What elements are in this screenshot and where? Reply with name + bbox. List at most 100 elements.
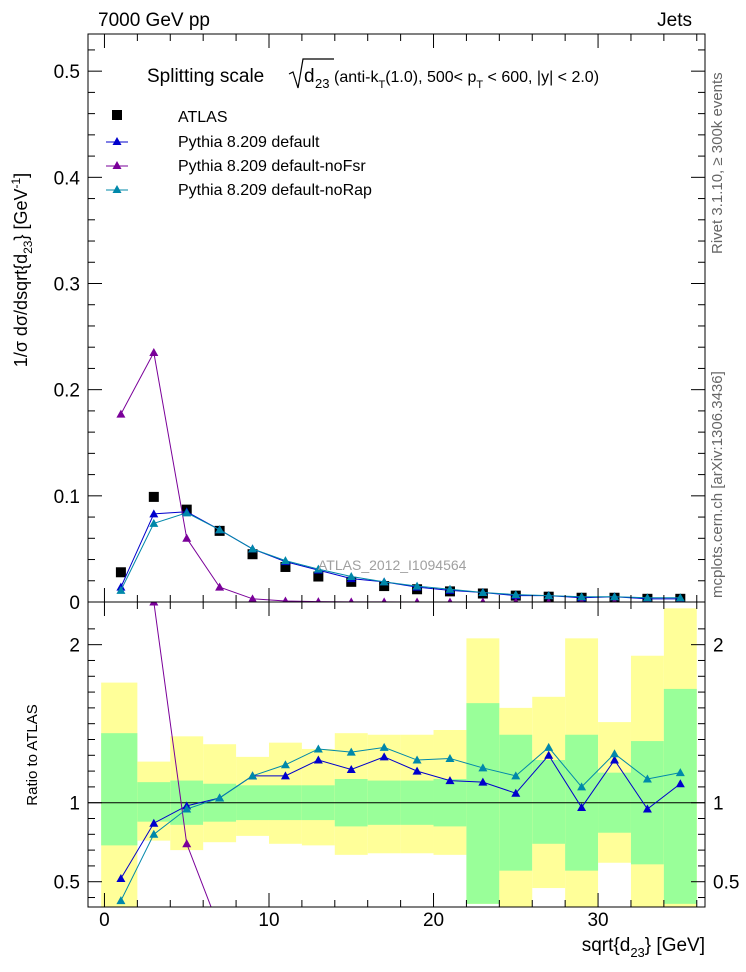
point-pythia-8-209-default-nofsr-1	[149, 348, 159, 357]
point-pythia-8-209-default-norap-13	[544, 591, 554, 600]
ratio-line-pythia-8-209-default-norap	[120, 746, 681, 901]
ratio-point-pythia-8-209-default-norap-6	[313, 744, 323, 753]
point-pythia-8-209-default-nofsr-7	[348, 597, 354, 602]
legend-marker-nofsr	[112, 161, 122, 169]
point-pythia-8-209-default-nofsr-2	[182, 533, 192, 542]
legend-marker-atlas	[112, 110, 122, 120]
point-pythia-8-209-default-nofsr-11	[480, 597, 486, 602]
legend-marker-norap	[112, 185, 122, 193]
ratio-ytick-label-2: 2	[69, 636, 80, 657]
ratio-xtick-label-3: 30	[587, 910, 608, 931]
mcplots-label: mcplots.cern.ch [arXiv:1306.3436]	[709, 371, 726, 598]
ratio-point-pythia-8-209-default-nofsr-6	[314, 955, 323, 963]
ratio-ytick-label-1: 1	[69, 794, 80, 815]
point-pythia-8-209-default-nofsr-13	[546, 597, 552, 602]
ratio-point-pythia-8-209-default-nofsr-17	[676, 956, 685, 964]
ratio-point-pythia-8-209-default-nofsr-10	[445, 956, 454, 964]
ratio-ylabel: Ratio to ATLAS	[24, 704, 41, 805]
ratio-point-pythia-8-209-default-norap-3	[215, 793, 225, 802]
point-pythia-8-209-default-norap-9	[412, 581, 422, 590]
ylabel-mid: } [GeV	[11, 189, 31, 241]
main-panel: 0 0.1 0.2 0.3 0.4 0.5 ATLAS_2012_I1094564 Spl…	[9, 33, 706, 614]
point-atlas-4	[247, 549, 258, 560]
point-pythia-8-209-default-nofsr-4	[248, 594, 257, 602]
ratio-point-pythia-8-209-default-nofsr-5	[281, 953, 290, 961]
ratio-xlabel: sqrt{d23} [GeV]	[582, 935, 705, 960]
title-rest2: (1.0), 500< p	[385, 69, 476, 86]
ratio-point-pythia-8-209-default-nofsr-7	[347, 955, 356, 963]
point-pythia-8-209-default-norap-10	[445, 584, 455, 593]
point-pythia-8-209-default-nofsr-12	[513, 597, 519, 602]
point-atlas-5	[280, 561, 291, 572]
point-pythia-8-209-default-nofsr-10	[447, 597, 453, 602]
legend-label-norap: Pythia 8.209 default-noRap	[178, 182, 372, 199]
point-atlas-8	[379, 581, 390, 592]
point-pythia-8-209-default-norap-1	[149, 518, 159, 527]
band-inner-1	[137, 782, 171, 822]
ratio-point-pythia-8-209-default-nofsr-13	[544, 956, 553, 964]
ratio-point-pythia-8-209-default-6	[313, 755, 323, 764]
ratio-panel: 0.5 0.51 12 20 10 20 30 Ratio to ATLAS sqrt{d2…	[24, 601, 739, 964]
ratio-point-pythia-8-209-default-14	[577, 802, 587, 811]
point-pythia-8-209-default-norap-5	[280, 556, 290, 565]
title-prefix: Splitting scale	[147, 66, 264, 87]
ratio-point-pythia-8-209-default-nofsr-4	[248, 948, 257, 956]
ratio-ytick-label-right-1: 1	[713, 794, 724, 815]
ratio-xtick-label-0: 0	[99, 910, 110, 931]
ratio-point-pythia-8-209-default-norap-4	[248, 771, 258, 780]
xlabel-end: } [GeV]	[645, 935, 705, 956]
title-sub-t2: T	[476, 79, 483, 91]
point-pythia-8-209-default-norap-11	[478, 587, 488, 596]
point-pythia-8-209-default-norap-12	[511, 590, 521, 599]
ratio-point-pythia-8-209-default-10	[445, 776, 455, 785]
main-ytick-label-1: 0.1	[54, 487, 80, 508]
ratio-point-pythia-8-209-default-8	[379, 752, 389, 761]
ratio-point-pythia-8-209-default-norap-11	[478, 763, 488, 772]
ratio-bands-group	[88, 608, 705, 907]
main-ytick-label-5: 0.5	[54, 62, 80, 83]
point-pythia-8-209-default-nofsr-3	[215, 582, 225, 591]
ylabel-sup: -1	[9, 178, 23, 189]
point-pythia-8-209-default-nofsr-5	[282, 596, 289, 602]
legend-label-atlas: ATLAS	[178, 109, 228, 126]
ratio-point-pythia-8-209-default-nofsr-14	[577, 956, 586, 964]
ratio-point-pythia-8-209-default-norap-7	[346, 747, 356, 756]
ratio-series-group	[116, 602, 685, 964]
title-rest3: < 600, |y| < 2.0)	[483, 69, 599, 86]
ratio-point-pythia-8-209-default-norap-2	[182, 804, 192, 813]
ratio-point-pythia-8-209-default-13	[544, 750, 554, 759]
legend-marker-default	[112, 137, 122, 145]
header-right: Jets	[657, 10, 692, 31]
ratio-point-pythia-8-209-default-norap-16	[642, 774, 652, 783]
ratio-point-pythia-8-209-default-nofsr-15	[610, 956, 619, 964]
xlabel-sub: 23	[630, 945, 644, 960]
ratio-point-pythia-8-209-default-norap-8	[379, 742, 389, 751]
point-atlas-0	[115, 567, 126, 578]
ratio-point-pythia-8-209-default-norap-10	[445, 753, 455, 762]
ratio-border	[87, 601, 706, 908]
ratio-point-pythia-8-209-default-nofsr-12	[511, 956, 520, 964]
point-pythia-8-209-default-nofsr-9	[414, 597, 420, 602]
legend-label-default: Pythia 8.209 default	[178, 134, 320, 151]
main-ytick-label-4: 0.4	[54, 168, 81, 189]
point-pythia-8-209-default-norap-17	[675, 593, 685, 602]
ylabel-end: ]	[11, 173, 31, 178]
ratio-point-pythia-8-209-default-5	[280, 771, 290, 780]
xlabel-main: sqrt{d	[582, 935, 631, 956]
ratio-point-pythia-8-209-default-0	[116, 874, 126, 883]
ratio-point-pythia-8-209-default-nofsr-8	[380, 955, 389, 963]
main-ytick-label-0: 0	[69, 593, 80, 614]
plot-title: Splitting scale	[147, 66, 264, 87]
title-d: d	[304, 66, 315, 87]
point-pythia-8-209-default-1	[149, 509, 159, 518]
ratio-point-pythia-8-209-default-9	[412, 766, 422, 775]
point-pythia-8-209-default-nofsr-6	[315, 597, 322, 602]
point-pythia-8-209-default-norap-16	[642, 593, 652, 602]
ratio-point-pythia-8-209-default-norap-13	[544, 742, 554, 751]
point-pythia-8-209-default-norap-8	[379, 577, 389, 586]
ratio-point-pythia-8-209-default-16	[642, 804, 652, 813]
band-inner-13	[532, 760, 566, 844]
ratio-xtick-label-1: 10	[258, 910, 279, 931]
ratio-point-pythia-8-209-default-7	[346, 765, 356, 774]
series-line-pythia-8-209-default-norap	[120, 512, 681, 599]
